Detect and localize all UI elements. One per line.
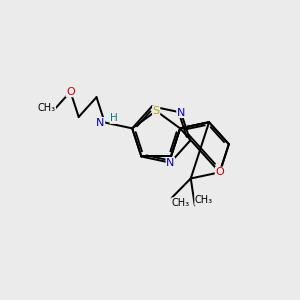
Text: CH₃: CH₃ [195,195,213,205]
Text: O: O [66,87,75,97]
Text: O: O [215,167,224,177]
Text: N: N [215,167,224,177]
Text: CH₃: CH₃ [172,198,190,208]
Text: N: N [166,158,175,168]
Text: H: H [110,113,118,123]
Text: N: N [96,118,105,128]
Text: S: S [153,106,160,116]
Text: CH₃: CH₃ [38,103,56,113]
Text: N: N [177,107,185,118]
